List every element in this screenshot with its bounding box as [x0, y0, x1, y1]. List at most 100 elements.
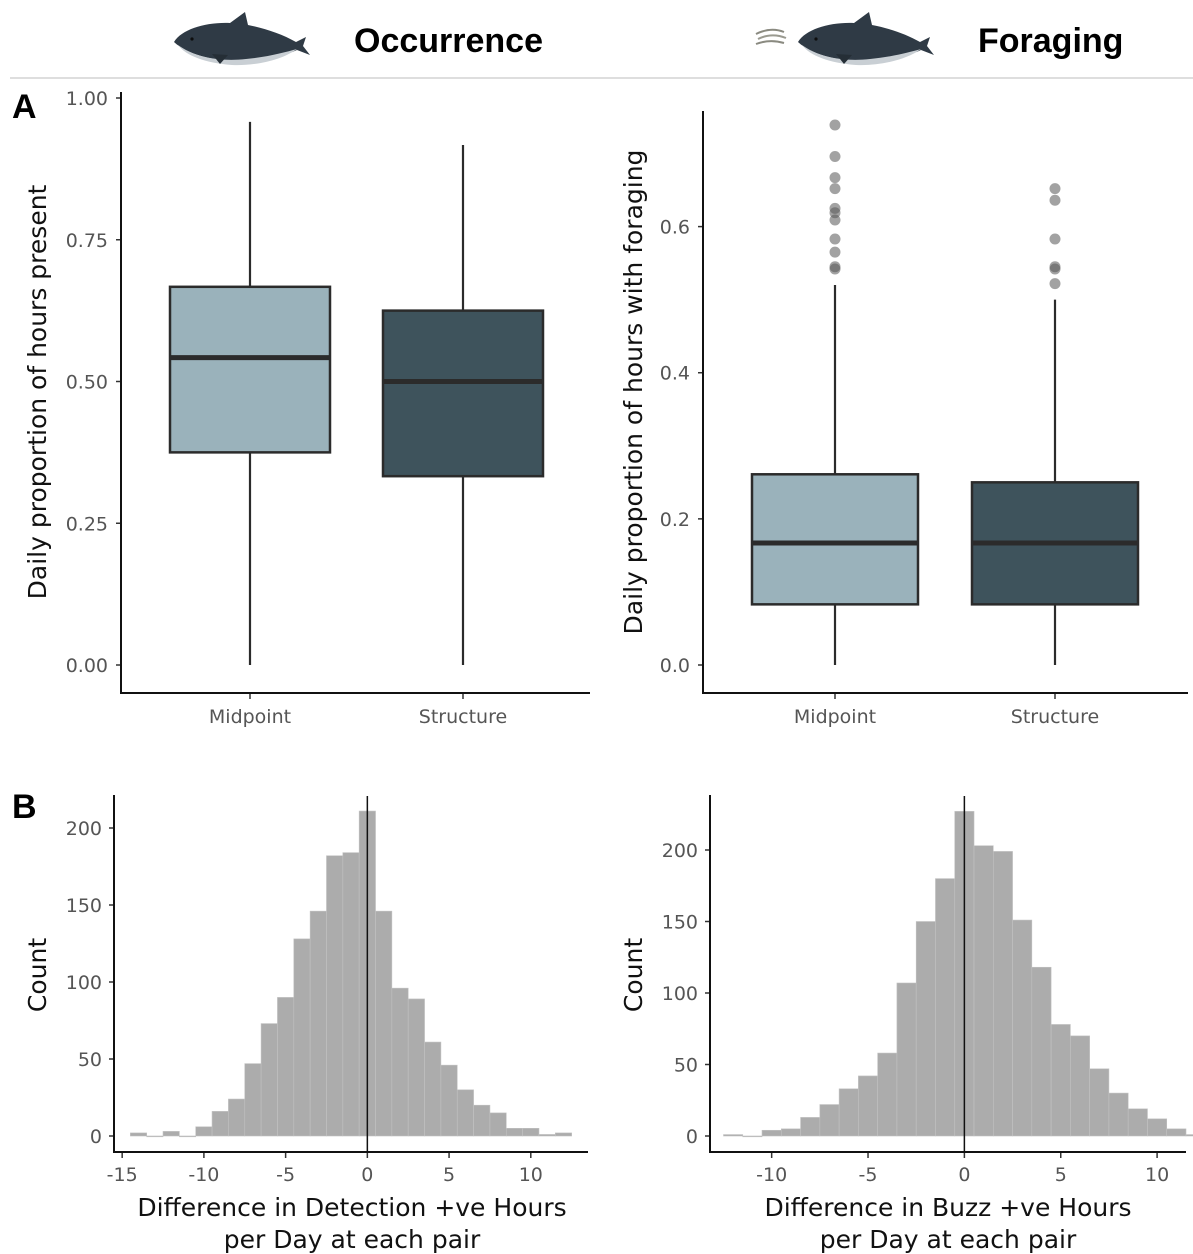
axis-lines [113, 795, 588, 1153]
histogram-bar [555, 1132, 572, 1137]
histogram-bar [244, 1063, 262, 1137]
histogram-bar [407, 998, 425, 1137]
outlier-point [829, 233, 841, 245]
histogram-bar [1070, 1035, 1090, 1137]
foraging-boxplot: 0.0 0.2 0.4 0.6 Daily proportion of hours wi… [619, 111, 1188, 728]
histogram-bar [1166, 1128, 1187, 1137]
histogram-bar [1050, 1024, 1071, 1137]
panel-label-b: B [12, 788, 37, 826]
histogram-bar [195, 1126, 213, 1137]
x-axis-label: Difference in Buzz +ve Hours [764, 1193, 1131, 1222]
histogram-bar [538, 1134, 556, 1137]
histogram-bar [838, 1088, 859, 1137]
x-tick-label: -5 [276, 1164, 295, 1186]
histogram-bar [211, 1111, 229, 1137]
y-tick-label: 200 [662, 840, 698, 862]
histogram-bar [1031, 966, 1052, 1137]
histogram-bar [1012, 919, 1033, 1137]
occurrence-histogram: 0 50 100 150 200 -15 -10 -5 0 5 10 Count Difference … [23, 795, 588, 1254]
histogram-bar [309, 910, 327, 1137]
x-tick-label: Midpoint [209, 706, 291, 728]
histogram-bar [489, 1112, 507, 1137]
histogram-bar [326, 855, 344, 1137]
y-tick-label: 0.00 [66, 655, 108, 677]
histogram-bar [992, 851, 1013, 1137]
box-structure [381, 309, 545, 478]
histogram-bar [915, 921, 936, 1137]
x-tick-label: 10 [1145, 1164, 1169, 1186]
panel-label-a: A [12, 88, 37, 126]
x-tick-label: 10 [519, 1164, 543, 1186]
histogram-bar [1108, 1092, 1129, 1137]
porpoise-icon [798, 12, 934, 66]
x-tick-label: Structure [419, 706, 507, 728]
outlier-point [829, 150, 841, 162]
outlier-point [829, 202, 841, 214]
y-tick-label: 150 [662, 912, 698, 934]
histogram-bar [742, 1135, 763, 1138]
y-tick-label: 0.2 [660, 509, 690, 531]
x-tick-label: Midpoint [794, 706, 876, 728]
y-tick-label: 1.00 [66, 88, 108, 110]
box-midpoint [168, 285, 332, 454]
outlier-point [829, 183, 841, 195]
histogram-bar [781, 1128, 801, 1137]
x-axis-label: Difference in Detection +ve Hours [137, 1193, 566, 1222]
histogram-bar [179, 1135, 197, 1138]
histogram-bar [342, 852, 360, 1137]
histogram-bar [522, 1128, 540, 1137]
histogram-bar [146, 1135, 164, 1138]
outlier-point [829, 261, 841, 273]
y-tick-label: 100 [66, 972, 102, 994]
y-tick-label: 0.50 [66, 372, 108, 394]
x-tick-label: 5 [443, 1164, 455, 1186]
axis-lines [702, 111, 1188, 694]
y-tick-label: 0.25 [66, 513, 108, 535]
outlier-point [1049, 183, 1061, 195]
y-axis-label: Count [23, 938, 52, 1012]
histogram-bar [440, 1064, 458, 1137]
porpoise-icon [174, 12, 310, 66]
histogram-bar [260, 1023, 278, 1137]
x-axis-label-line2: per Day at each pair [224, 1225, 481, 1254]
y-tick-label: 100 [662, 983, 698, 1005]
histogram-bar [162, 1131, 180, 1137]
y-tick-label: 0.6 [660, 217, 690, 239]
header: Occurrence Foraging [10, 12, 1193, 79]
outlier-point [829, 246, 841, 258]
histogram-bar [858, 1075, 878, 1137]
histogram-bar [456, 1089, 474, 1137]
x-tick-label: 5 [1055, 1164, 1067, 1186]
y-axis-label: Count [619, 938, 648, 1012]
histogram-bar [424, 1041, 442, 1137]
x-tick-label: Structure [1011, 706, 1099, 728]
y-tick-label: 50 [78, 1049, 102, 1071]
y-tick-label: 0 [686, 1126, 698, 1148]
histogram-bar [723, 1134, 744, 1137]
y-tick-label: 0.4 [660, 363, 690, 385]
outlier-point [1049, 278, 1061, 290]
occurrence-boxplot: 0.00 0.25 0.50 0.75 1.00 Daily proportion of … [23, 88, 590, 728]
y-tick-label: 50 [674, 1055, 698, 1077]
y-tick-label: 0.0 [660, 655, 690, 677]
histogram-bar [277, 997, 295, 1137]
histogram-bar [800, 1117, 821, 1137]
outlier-point [1049, 233, 1061, 245]
histogram-bar [473, 1104, 491, 1137]
x-axis-label-line2: per Day at each pair [820, 1225, 1077, 1254]
outlier-point [829, 119, 841, 131]
x-tick-label: 0 [361, 1164, 373, 1186]
box-midpoint [750, 473, 920, 606]
histogram-bar [1089, 1068, 1110, 1137]
outlier-point [1049, 194, 1061, 206]
histogram-bar [973, 845, 994, 1137]
histogram-bar [228, 1098, 246, 1137]
axis-lines [120, 92, 590, 694]
histogram-bar [130, 1132, 147, 1137]
y-axis-label: Daily proportion of hours present [23, 184, 52, 599]
y-tick-label: 0.75 [66, 230, 108, 252]
x-tick-label: -15 [107, 1164, 138, 1186]
histogram-bar [877, 1052, 898, 1137]
histogram-bar [1147, 1118, 1168, 1137]
histogram-bar [896, 982, 917, 1137]
